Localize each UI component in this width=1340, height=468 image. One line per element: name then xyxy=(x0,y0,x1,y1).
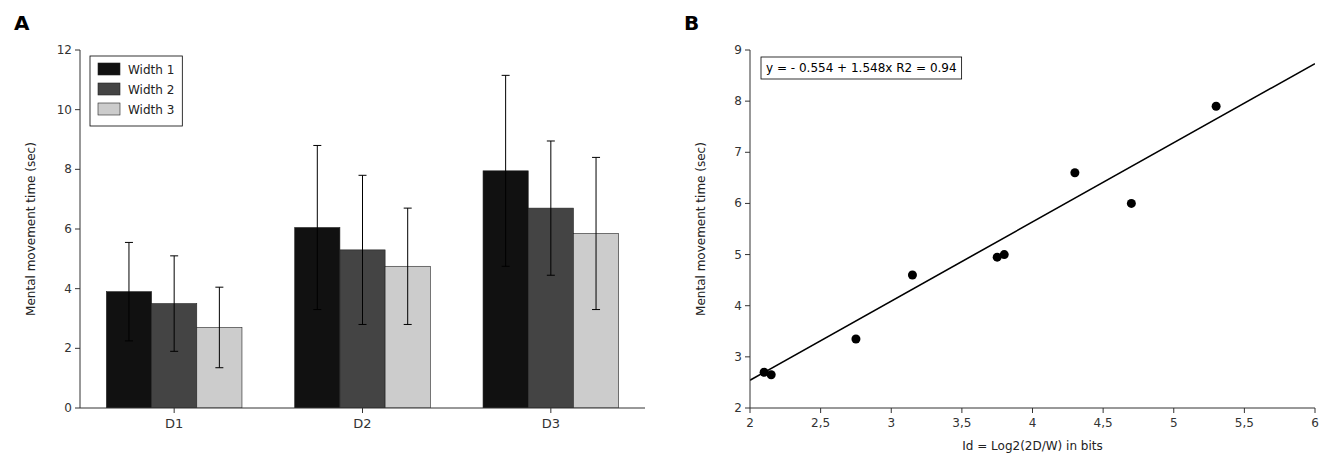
tick-mark xyxy=(75,109,80,110)
error-bar xyxy=(359,175,367,324)
tick-mark xyxy=(75,408,80,409)
figure: 0 2 4 6 8 10 12 D1 D2 D3 Mental movement time (sec… xyxy=(0,0,1340,468)
point xyxy=(767,370,776,379)
tick-label: 4 xyxy=(64,282,72,296)
tick-mark xyxy=(1103,408,1104,413)
tick-label: 6 xyxy=(64,222,72,236)
y-axis xyxy=(750,50,751,408)
point xyxy=(1070,168,1079,177)
tick-label: 10 xyxy=(57,103,72,117)
tick-label: 6 xyxy=(734,196,742,210)
tick-label: 2,5 xyxy=(811,416,830,430)
tick-mark xyxy=(1315,408,1316,413)
tick-label: 2 xyxy=(64,341,72,355)
tick-mark xyxy=(891,408,892,413)
x-axis-label: Id = Log2(2D/W) in bits xyxy=(962,439,1103,453)
panel-label: B xyxy=(684,11,699,35)
tick-label: 7 xyxy=(734,145,742,159)
marks xyxy=(106,75,618,408)
tick-label: 3 xyxy=(734,350,742,364)
panel-label: A xyxy=(14,11,30,35)
tick-label: 3 xyxy=(887,416,895,430)
annotation-text: y = - 0.554 + 1.548x R2 = 0.94 xyxy=(766,61,957,75)
tick-mark xyxy=(362,408,363,413)
legend-swatch xyxy=(98,83,120,95)
tick-label: 4,5 xyxy=(1094,416,1113,430)
tick-mark xyxy=(550,408,551,413)
tick-label: 2 xyxy=(734,401,742,415)
tick-label: 5 xyxy=(734,248,742,262)
panel: 2 3 4 5 6 7 8 9 2 2,5 3 3,5 4 4,5 5 5,5 6 Mental movement… xyxy=(684,11,1319,453)
point xyxy=(851,334,860,343)
category-label: D1 xyxy=(165,416,183,431)
tick-label: 5,5 xyxy=(1235,416,1254,430)
category-label: D3 xyxy=(542,416,560,431)
tick-mark xyxy=(745,408,750,409)
annotation: y = - 0.554 + 1.548x R2 = 0.94 xyxy=(761,57,962,79)
error-bar xyxy=(313,145,321,309)
error-bar xyxy=(125,242,133,340)
y-axis-label: Mental movement time (sec) xyxy=(24,142,38,316)
legend-label: Width 2 xyxy=(128,83,174,97)
y-axis-label: Mental movement time (sec) xyxy=(694,142,708,316)
point xyxy=(1212,102,1221,111)
tick-label: 12 xyxy=(57,43,72,57)
tick-label: 5 xyxy=(1170,416,1178,430)
tick-label: 4 xyxy=(1029,416,1037,430)
tick-label: 4 xyxy=(734,299,742,313)
tick-label: 0 xyxy=(64,401,72,415)
tick-label: 8 xyxy=(64,162,72,176)
tick-mark xyxy=(75,288,80,289)
tick-mark xyxy=(75,169,80,170)
tick-mark xyxy=(75,348,80,349)
point xyxy=(1000,250,1009,259)
error-bar xyxy=(547,141,555,275)
tick-mark xyxy=(75,229,80,230)
tick-mark xyxy=(745,356,750,357)
tick-mark xyxy=(75,50,80,51)
tick-label: 2 xyxy=(746,416,754,430)
regression-line xyxy=(750,64,1315,381)
tick-mark xyxy=(961,408,962,413)
legend-label: Width 3 xyxy=(128,103,174,117)
tick-mark xyxy=(745,305,750,306)
panel: 0 2 4 6 8 10 12 D1 D2 D3 Mental movement time (sec… xyxy=(14,11,645,431)
tick-mark xyxy=(745,50,750,51)
tick-mark xyxy=(745,203,750,204)
point xyxy=(908,271,917,280)
tick-mark xyxy=(1244,408,1245,413)
tick-mark xyxy=(745,152,750,153)
x-axis xyxy=(750,408,1315,409)
tick-mark xyxy=(750,408,751,413)
point xyxy=(1127,199,1136,208)
tick-label: 8 xyxy=(734,94,742,108)
tick-mark xyxy=(1173,408,1174,413)
tick-label: 3,5 xyxy=(952,416,971,430)
legend: Width 1 Width 2 Width 3 xyxy=(90,56,182,126)
tick-mark xyxy=(745,254,750,255)
error-bar xyxy=(170,256,178,351)
error-bar xyxy=(592,157,600,309)
tick-label: 9 xyxy=(734,43,742,57)
error-bar xyxy=(215,287,223,368)
legend-box xyxy=(90,56,182,126)
legend-swatch xyxy=(98,63,120,75)
annotation-box xyxy=(761,57,962,79)
tick-mark xyxy=(745,101,750,102)
tick-label: 6 xyxy=(1311,416,1319,430)
tick-mark xyxy=(1032,408,1033,413)
error-bar xyxy=(502,75,510,266)
y-axis xyxy=(80,50,81,408)
x-axis xyxy=(80,408,645,409)
legend-swatch xyxy=(98,103,120,115)
tick-mark xyxy=(174,408,175,413)
tick-mark xyxy=(820,408,821,413)
category-label: D2 xyxy=(353,416,371,431)
marks xyxy=(750,64,1315,381)
error-bar xyxy=(404,208,412,324)
legend-label: Width 1 xyxy=(128,63,174,77)
